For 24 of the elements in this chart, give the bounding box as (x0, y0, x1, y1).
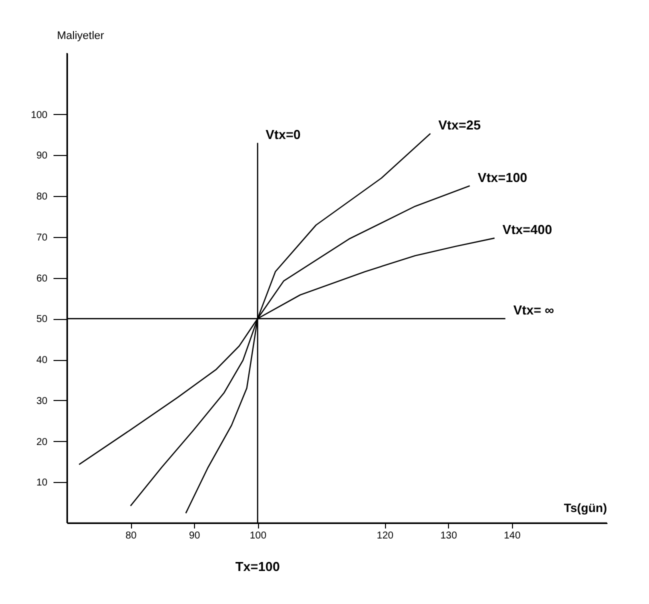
series-label: Vtx=25 (438, 118, 481, 133)
y-tick-label: 70 (36, 232, 48, 244)
x-tick-label: 140 (504, 530, 521, 542)
y-tick-label: 10 (36, 478, 48, 489)
series-label: Vtx=0 (266, 126, 301, 142)
y-tick-label: 40 (36, 355, 48, 366)
y-tick-label: 90 (36, 150, 48, 162)
annotation: Tx=100 (235, 559, 280, 574)
x-tick-label: 130 (440, 530, 458, 542)
x-tick-label: 80 (125, 530, 138, 542)
x-tick-label: 100 (250, 530, 267, 542)
x-tick-label: 90 (188, 530, 201, 542)
y-tick-label: 100 (30, 110, 48, 121)
x-tick-label: 120 (376, 530, 394, 542)
y-tick-label: 20 (36, 436, 48, 448)
y-tick-label: 50 (36, 314, 48, 326)
x-axis-title: Ts(gün) (564, 501, 607, 515)
y-tick-label: 60 (36, 273, 48, 284)
y-axis-title: Maliyetler (57, 30, 104, 42)
series-label: Vtx=400 (502, 222, 552, 238)
y-tick-label: 30 (36, 396, 48, 407)
y-tick-label: 80 (36, 192, 48, 203)
series-label: Vtx= ∞ (513, 302, 554, 318)
series-label: Vtx=100 (478, 170, 528, 185)
